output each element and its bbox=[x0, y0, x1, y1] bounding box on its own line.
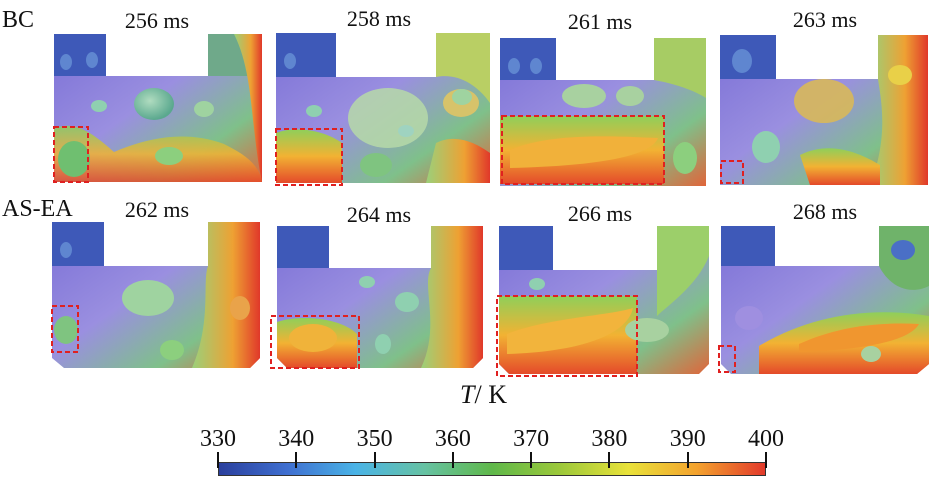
colorbar-tick-label: 400 bbox=[748, 426, 784, 452]
colorbar-variable: T bbox=[460, 380, 475, 409]
row-label-as-ea: AS-EA bbox=[2, 196, 73, 222]
simulation-panel-bc-256ms bbox=[53, 34, 264, 184]
highlight-box bbox=[720, 160, 744, 184]
simulation-panel-bc-263ms bbox=[720, 35, 930, 187]
simulation-panel-bc-258ms bbox=[275, 33, 492, 186]
colorbar-tick-mark bbox=[373, 452, 376, 468]
simulation-panel-as-ea-266ms bbox=[496, 226, 711, 378]
colorbar-tick-label: 360 bbox=[434, 426, 471, 452]
highlight-box bbox=[718, 345, 736, 373]
colorbar-tick-mark bbox=[765, 452, 767, 468]
time-label: 256 ms bbox=[124, 8, 190, 33]
highlight-box bbox=[496, 295, 638, 377]
simulation-panel-as-ea-268ms bbox=[718, 226, 931, 376]
simulation-panel-bc-261ms bbox=[500, 38, 708, 188]
simulation-panel-as-ea-262ms bbox=[51, 222, 262, 372]
colorbar-title: T/ K bbox=[460, 382, 507, 408]
time-label: 268 ms bbox=[792, 199, 858, 224]
time-label: 266 ms bbox=[567, 201, 633, 226]
colorbar-tick-mark bbox=[530, 452, 533, 468]
colorbar-tick-label: 390 bbox=[669, 426, 706, 452]
time-label: 258 ms bbox=[346, 6, 412, 31]
highlight-box bbox=[275, 128, 343, 186]
highlight-box bbox=[270, 315, 360, 369]
time-label: 262 ms bbox=[124, 197, 190, 222]
highlight-box bbox=[51, 305, 79, 353]
time-label: 263 ms bbox=[792, 7, 858, 32]
highlight-box bbox=[53, 126, 89, 183]
colorbar-tick-label: 350 bbox=[356, 426, 393, 452]
colorbar-unit: / K bbox=[474, 380, 507, 409]
highlight-box bbox=[501, 115, 665, 185]
colorbar-tick-mark bbox=[686, 452, 689, 468]
colorbar-tick-label: 330 bbox=[200, 426, 236, 452]
colorbar-tick-label: 380 bbox=[591, 426, 628, 452]
colorbar-tick-mark bbox=[217, 452, 219, 468]
colorbar-tick-label: 340 bbox=[278, 426, 315, 452]
colorbar-tick-label: 370 bbox=[513, 426, 550, 452]
simulation-panel-as-ea-264ms bbox=[270, 226, 485, 376]
time-label: 261 ms bbox=[567, 9, 633, 34]
colorbar-tick-mark bbox=[451, 452, 454, 468]
time-label: 264 ms bbox=[346, 202, 412, 227]
row-label-bc: BC bbox=[2, 7, 35, 33]
colorbar-tick-mark bbox=[608, 452, 611, 468]
colorbar bbox=[218, 462, 766, 476]
colorbar-tick-mark bbox=[295, 452, 298, 468]
